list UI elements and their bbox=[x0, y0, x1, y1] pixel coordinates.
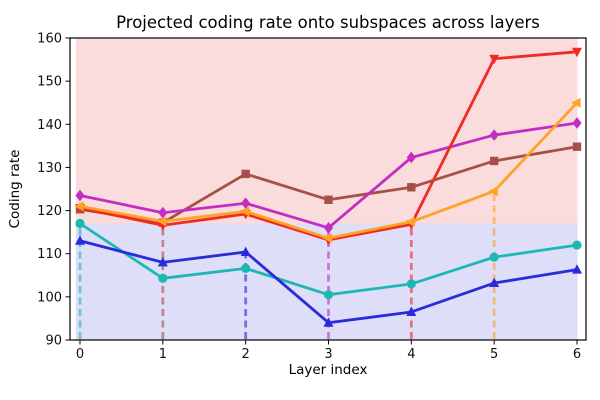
point-teal-circle-x2 bbox=[241, 263, 251, 273]
point-blue-triangle-up-x1 bbox=[157, 256, 168, 267]
point-blue-triangle-up-x2 bbox=[240, 246, 251, 256]
x-tick-label: 5 bbox=[490, 347, 498, 362]
point-orange-triangle-left-x3 bbox=[322, 233, 333, 244]
y-tick-label: 110 bbox=[37, 247, 62, 262]
series-magenta-diamond bbox=[75, 117, 582, 234]
point-magenta-diamond-x0 bbox=[75, 189, 85, 202]
series-blue-triangle-up bbox=[75, 235, 582, 327]
point-teal-circle-x6 bbox=[572, 240, 582, 250]
point-teal-circle-x3 bbox=[323, 290, 334, 300]
point-blue-triangle-up-x5 bbox=[489, 277, 500, 288]
point-teal-circle-x1 bbox=[158, 273, 168, 283]
point-blue-triangle-up-x0 bbox=[75, 235, 85, 245]
point-brown-square-x2 bbox=[241, 169, 250, 179]
y-tick-label: 130 bbox=[37, 161, 62, 176]
point-blue-triangle-up-x3 bbox=[323, 317, 334, 327]
y-tick-label: 150 bbox=[37, 75, 62, 90]
series-teal-circle bbox=[75, 218, 582, 300]
y-tick-label: 90 bbox=[45, 334, 62, 349]
y-tick-label: 140 bbox=[37, 118, 62, 133]
point-magenta-diamond-x6 bbox=[572, 117, 582, 129]
point-teal-circle-x0 bbox=[75, 218, 85, 229]
point-magenta-diamond-x5 bbox=[489, 129, 499, 141]
x-tick-label: 2 bbox=[242, 347, 250, 362]
x-tick-label: 0 bbox=[76, 347, 84, 362]
axes-frame bbox=[69, 37, 587, 341]
point-orange-triangle-left-x4 bbox=[405, 216, 415, 227]
x-tick-label: 4 bbox=[407, 347, 415, 362]
point-blue-triangle-up-x6 bbox=[572, 264, 582, 274]
y-tick-label: 160 bbox=[37, 32, 62, 47]
point-orange-triangle-left-x6 bbox=[571, 97, 581, 108]
x-axis-label: Layer index bbox=[288, 362, 368, 378]
point-orange-triangle-left-x0 bbox=[74, 201, 84, 212]
point-orange-triangle-left-x2 bbox=[239, 206, 250, 217]
point-brown-square-x5 bbox=[489, 156, 499, 166]
point-red-triangle-down-x5 bbox=[489, 54, 500, 65]
point-brown-square-x3 bbox=[324, 195, 333, 204]
point-teal-circle-x5 bbox=[489, 252, 499, 262]
point-red-triangle-down-x6 bbox=[572, 47, 582, 58]
series-orange-triangle-left bbox=[74, 97, 581, 244]
point-teal-circle-x4 bbox=[406, 279, 416, 289]
x-tick-label: 1 bbox=[159, 347, 167, 362]
x-tick-label: 3 bbox=[324, 347, 332, 362]
point-magenta-diamond-x4 bbox=[406, 151, 416, 164]
point-blue-triangle-up-x4 bbox=[406, 306, 417, 316]
point-orange-triangle-left-x5 bbox=[488, 186, 498, 197]
point-orange-triangle-left-x1 bbox=[157, 216, 167, 227]
x-tick-label: 6 bbox=[573, 347, 581, 362]
point-magenta-diamond-x1 bbox=[158, 206, 168, 219]
y-axis-label: Coding rate bbox=[7, 149, 23, 229]
point-magenta-diamond-x3 bbox=[323, 222, 334, 234]
point-brown-square-x6 bbox=[572, 142, 582, 151]
chart-title: Projected coding rate onto subspaces acr… bbox=[116, 13, 540, 32]
point-brown-square-x4 bbox=[407, 183, 416, 192]
y-tick-label: 100 bbox=[37, 290, 62, 305]
point-magenta-diamond-x2 bbox=[241, 197, 251, 210]
y-tick-label: 120 bbox=[37, 204, 62, 219]
